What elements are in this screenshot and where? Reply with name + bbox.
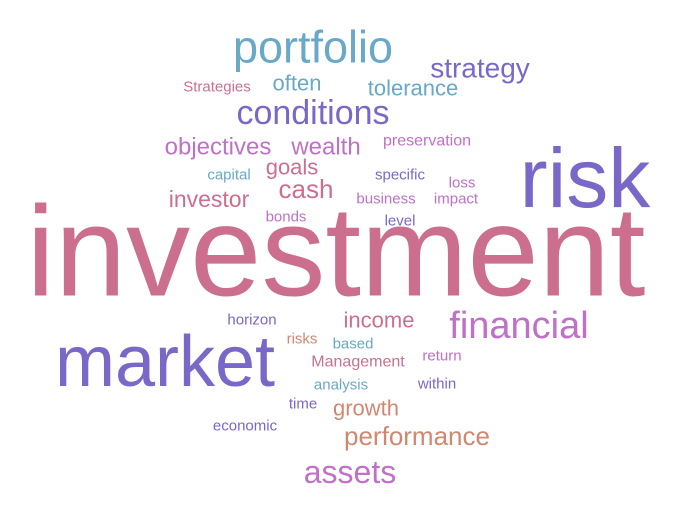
- word: within: [417, 376, 456, 393]
- word: preservation: [383, 133, 471, 150]
- word: tolerance: [368, 76, 459, 101]
- word: Management: [311, 354, 405, 371]
- word: market: [55, 322, 275, 402]
- word: wealth: [290, 134, 360, 161]
- word: risk: [520, 131, 652, 225]
- word: level: [385, 213, 416, 230]
- word: conditions: [236, 94, 389, 132]
- word: return: [422, 348, 461, 365]
- word: assets: [304, 454, 396, 490]
- word: financial: [449, 305, 588, 347]
- word: time: [289, 396, 317, 413]
- word: risks: [287, 331, 318, 348]
- word: based: [333, 336, 374, 353]
- word: bonds: [266, 209, 307, 226]
- word: investor: [169, 186, 250, 212]
- word: investment: [27, 181, 646, 324]
- word: often: [273, 71, 322, 96]
- word: growth: [333, 396, 399, 421]
- word: income: [344, 308, 415, 333]
- word: performance: [344, 421, 490, 451]
- word: portfolio: [233, 22, 393, 73]
- word: capital: [207, 167, 250, 184]
- word: goals: [266, 155, 319, 180]
- word: impact: [434, 191, 479, 208]
- word: objectives: [165, 134, 272, 161]
- word: business: [356, 191, 415, 208]
- word: strategy: [430, 53, 530, 84]
- word: horizon: [227, 312, 276, 329]
- word: analysis: [314, 377, 368, 394]
- word: loss: [449, 175, 476, 192]
- word: specific: [375, 167, 426, 184]
- word: cash: [279, 174, 334, 204]
- word: Strategies: [183, 79, 251, 96]
- word: economic: [213, 418, 278, 435]
